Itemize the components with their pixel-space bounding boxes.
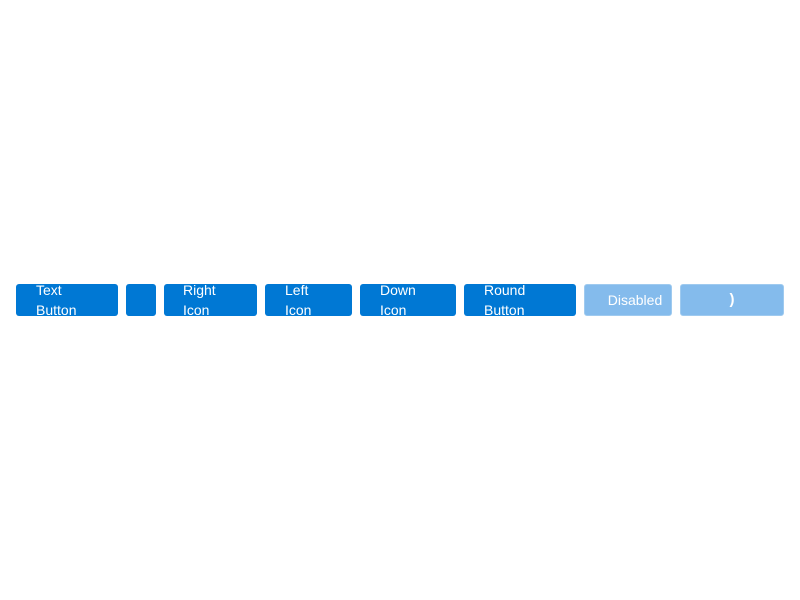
disabled-button: Disabled [584,284,672,316]
spinner-icon: ) [729,291,735,308]
down-icon-button-label: Down Icon [380,284,416,316]
disabled-button-label: Disabled [607,292,663,308]
down-icon-button[interactable]: Down Icon [360,284,456,316]
loading-button: ) [680,284,784,316]
right-icon-button[interactable]: Right Icon [164,284,257,316]
round-button-label: Round Button [484,284,526,316]
right-icon-button-label: Right Icon [183,284,216,316]
left-icon-button-label: Left Icon [285,284,312,316]
round-button[interactable]: Round Button [464,284,576,316]
text-button-label: Text Button [36,284,77,316]
icon-only-button[interactable] [126,284,156,316]
left-icon-button[interactable]: Left Icon [265,284,352,316]
text-button[interactable]: Text Button [16,284,118,316]
